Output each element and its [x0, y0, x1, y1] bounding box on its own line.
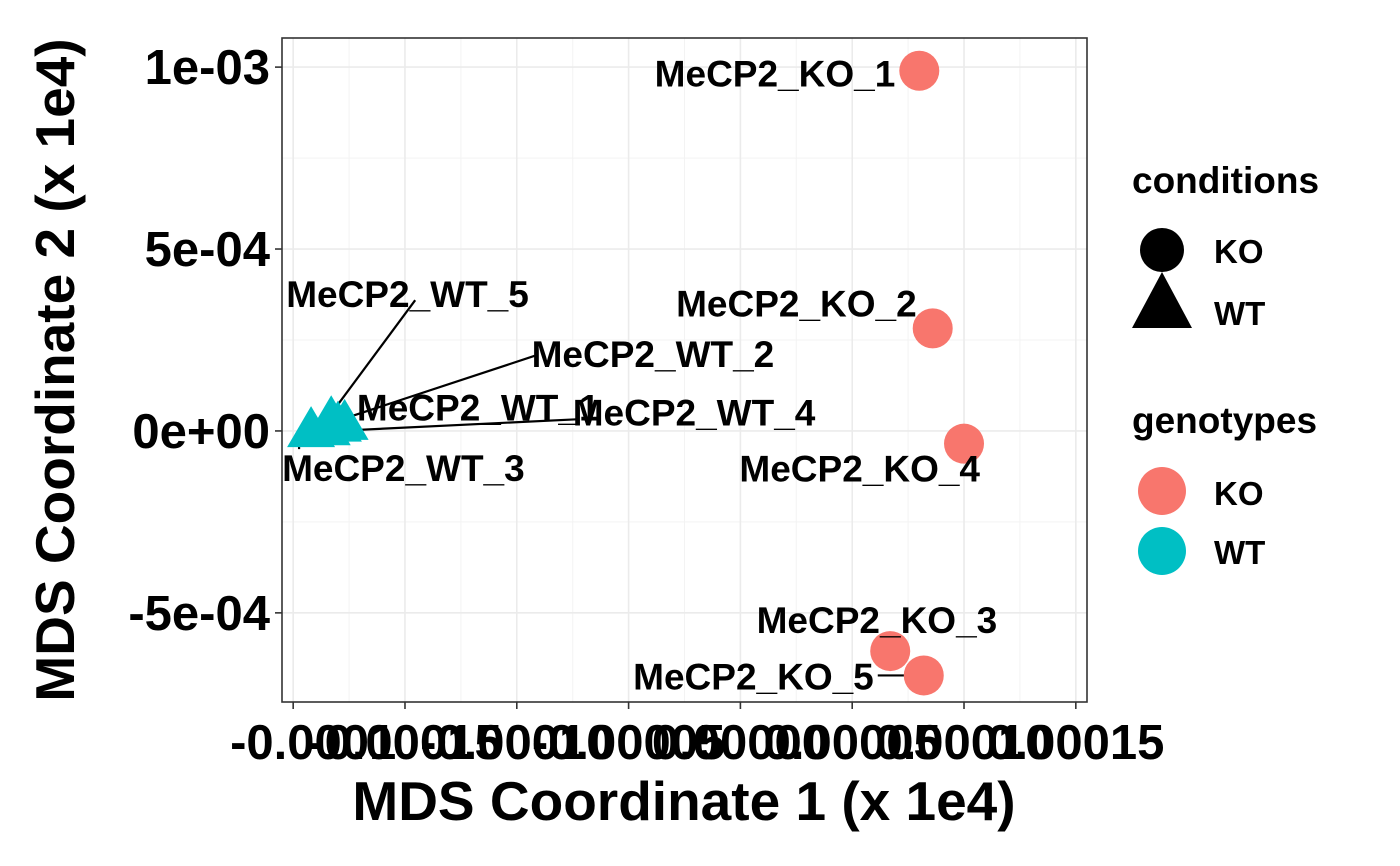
legend-triangle-key — [1132, 272, 1192, 328]
y-tick-label: 0e+00 — [132, 405, 270, 459]
legend-circle-key — [1140, 228, 1184, 272]
data-point-label: MeCP2_KO_5 — [633, 656, 874, 697]
y-axis-title: MDS Coordinate 2 (x 1e4) — [24, 38, 86, 701]
legend-conditions-ko-label: KO — [1214, 233, 1264, 270]
label-leader-line — [352, 354, 535, 417]
legend-wt-color-key — [1138, 527, 1186, 575]
data-point-circle — [903, 655, 944, 696]
x-axis-title: MDS Coordinate 1 (x 1e4) — [352, 770, 1015, 832]
x-tick-label: 0.00015 — [987, 716, 1164, 770]
x-tick-label: -0.00010 — [420, 716, 613, 770]
data-point-circle — [944, 423, 985, 464]
data-point-triangle — [307, 395, 356, 437]
legend-genotypes-ko-label: KO — [1214, 475, 1264, 512]
x-tick-label: -0.00015 — [308, 716, 501, 770]
legend-conditions-wt-label: WT — [1214, 295, 1265, 332]
axis-ticks — [275, 66, 1077, 709]
data-point-label: MeCP2_WT_5 — [286, 274, 529, 315]
data-point-circle — [899, 50, 940, 91]
data-point-label: MeCP2_KO_3 — [757, 600, 998, 641]
major-gridlines — [282, 38, 1087, 702]
data-points — [287, 50, 985, 696]
label-leader-line — [334, 299, 417, 409]
x-tick-label: 0.00010 — [875, 716, 1052, 770]
data-point-labels: MeCP2_KO_1 MeCP2_KO_2 MeCP2_KO_3 MeCP2_KO_4… — [282, 54, 997, 698]
legend-conditions-title: conditions — [1132, 160, 1319, 201]
x-tick-label: -0.0001 — [230, 716, 396, 770]
data-point-label: MeCP2_WT_4 — [573, 392, 816, 433]
data-point-label: MeCP2_KO_2 — [676, 283, 917, 324]
data-point-label: MeCP2_WT_1 — [357, 388, 600, 429]
y-tick-label: 1e-03 — [145, 41, 270, 95]
data-point-circle — [870, 631, 911, 672]
data-point-label: MeCP2_WT_3 — [282, 448, 525, 489]
legend-genotypes: genotypes KO WT — [1132, 400, 1317, 575]
data-point-label: MeCP2_KO_4 — [739, 449, 980, 490]
plot-panel-border — [281, 37, 1088, 703]
data-point-label: MeCP2_KO_1 — [655, 54, 896, 95]
y-tick-label: -5e-04 — [128, 587, 270, 641]
y-tick-label: 5e-04 — [145, 223, 270, 277]
axis-tick-labels: -0.00015-0.00010-0.000050.000000.000050.… — [128, 41, 1164, 770]
x-tick-label: 0.00000 — [652, 716, 829, 770]
legend-genotypes-title: genotypes — [1132, 400, 1317, 441]
data-point-circle — [912, 308, 953, 349]
label-leader-line — [328, 418, 577, 433]
legend-ko-color-key — [1138, 467, 1186, 515]
data-point-label: MeCP2_WT_2 — [532, 334, 775, 375]
x-tick-label: 0.00005 — [764, 716, 941, 770]
legend-conditions: conditions KO WT — [1132, 160, 1319, 332]
x-tick-label: -0.00005 — [532, 716, 725, 770]
minor-gridlines — [282, 38, 1087, 702]
legend-genotypes-wt-label: WT — [1214, 534, 1265, 571]
